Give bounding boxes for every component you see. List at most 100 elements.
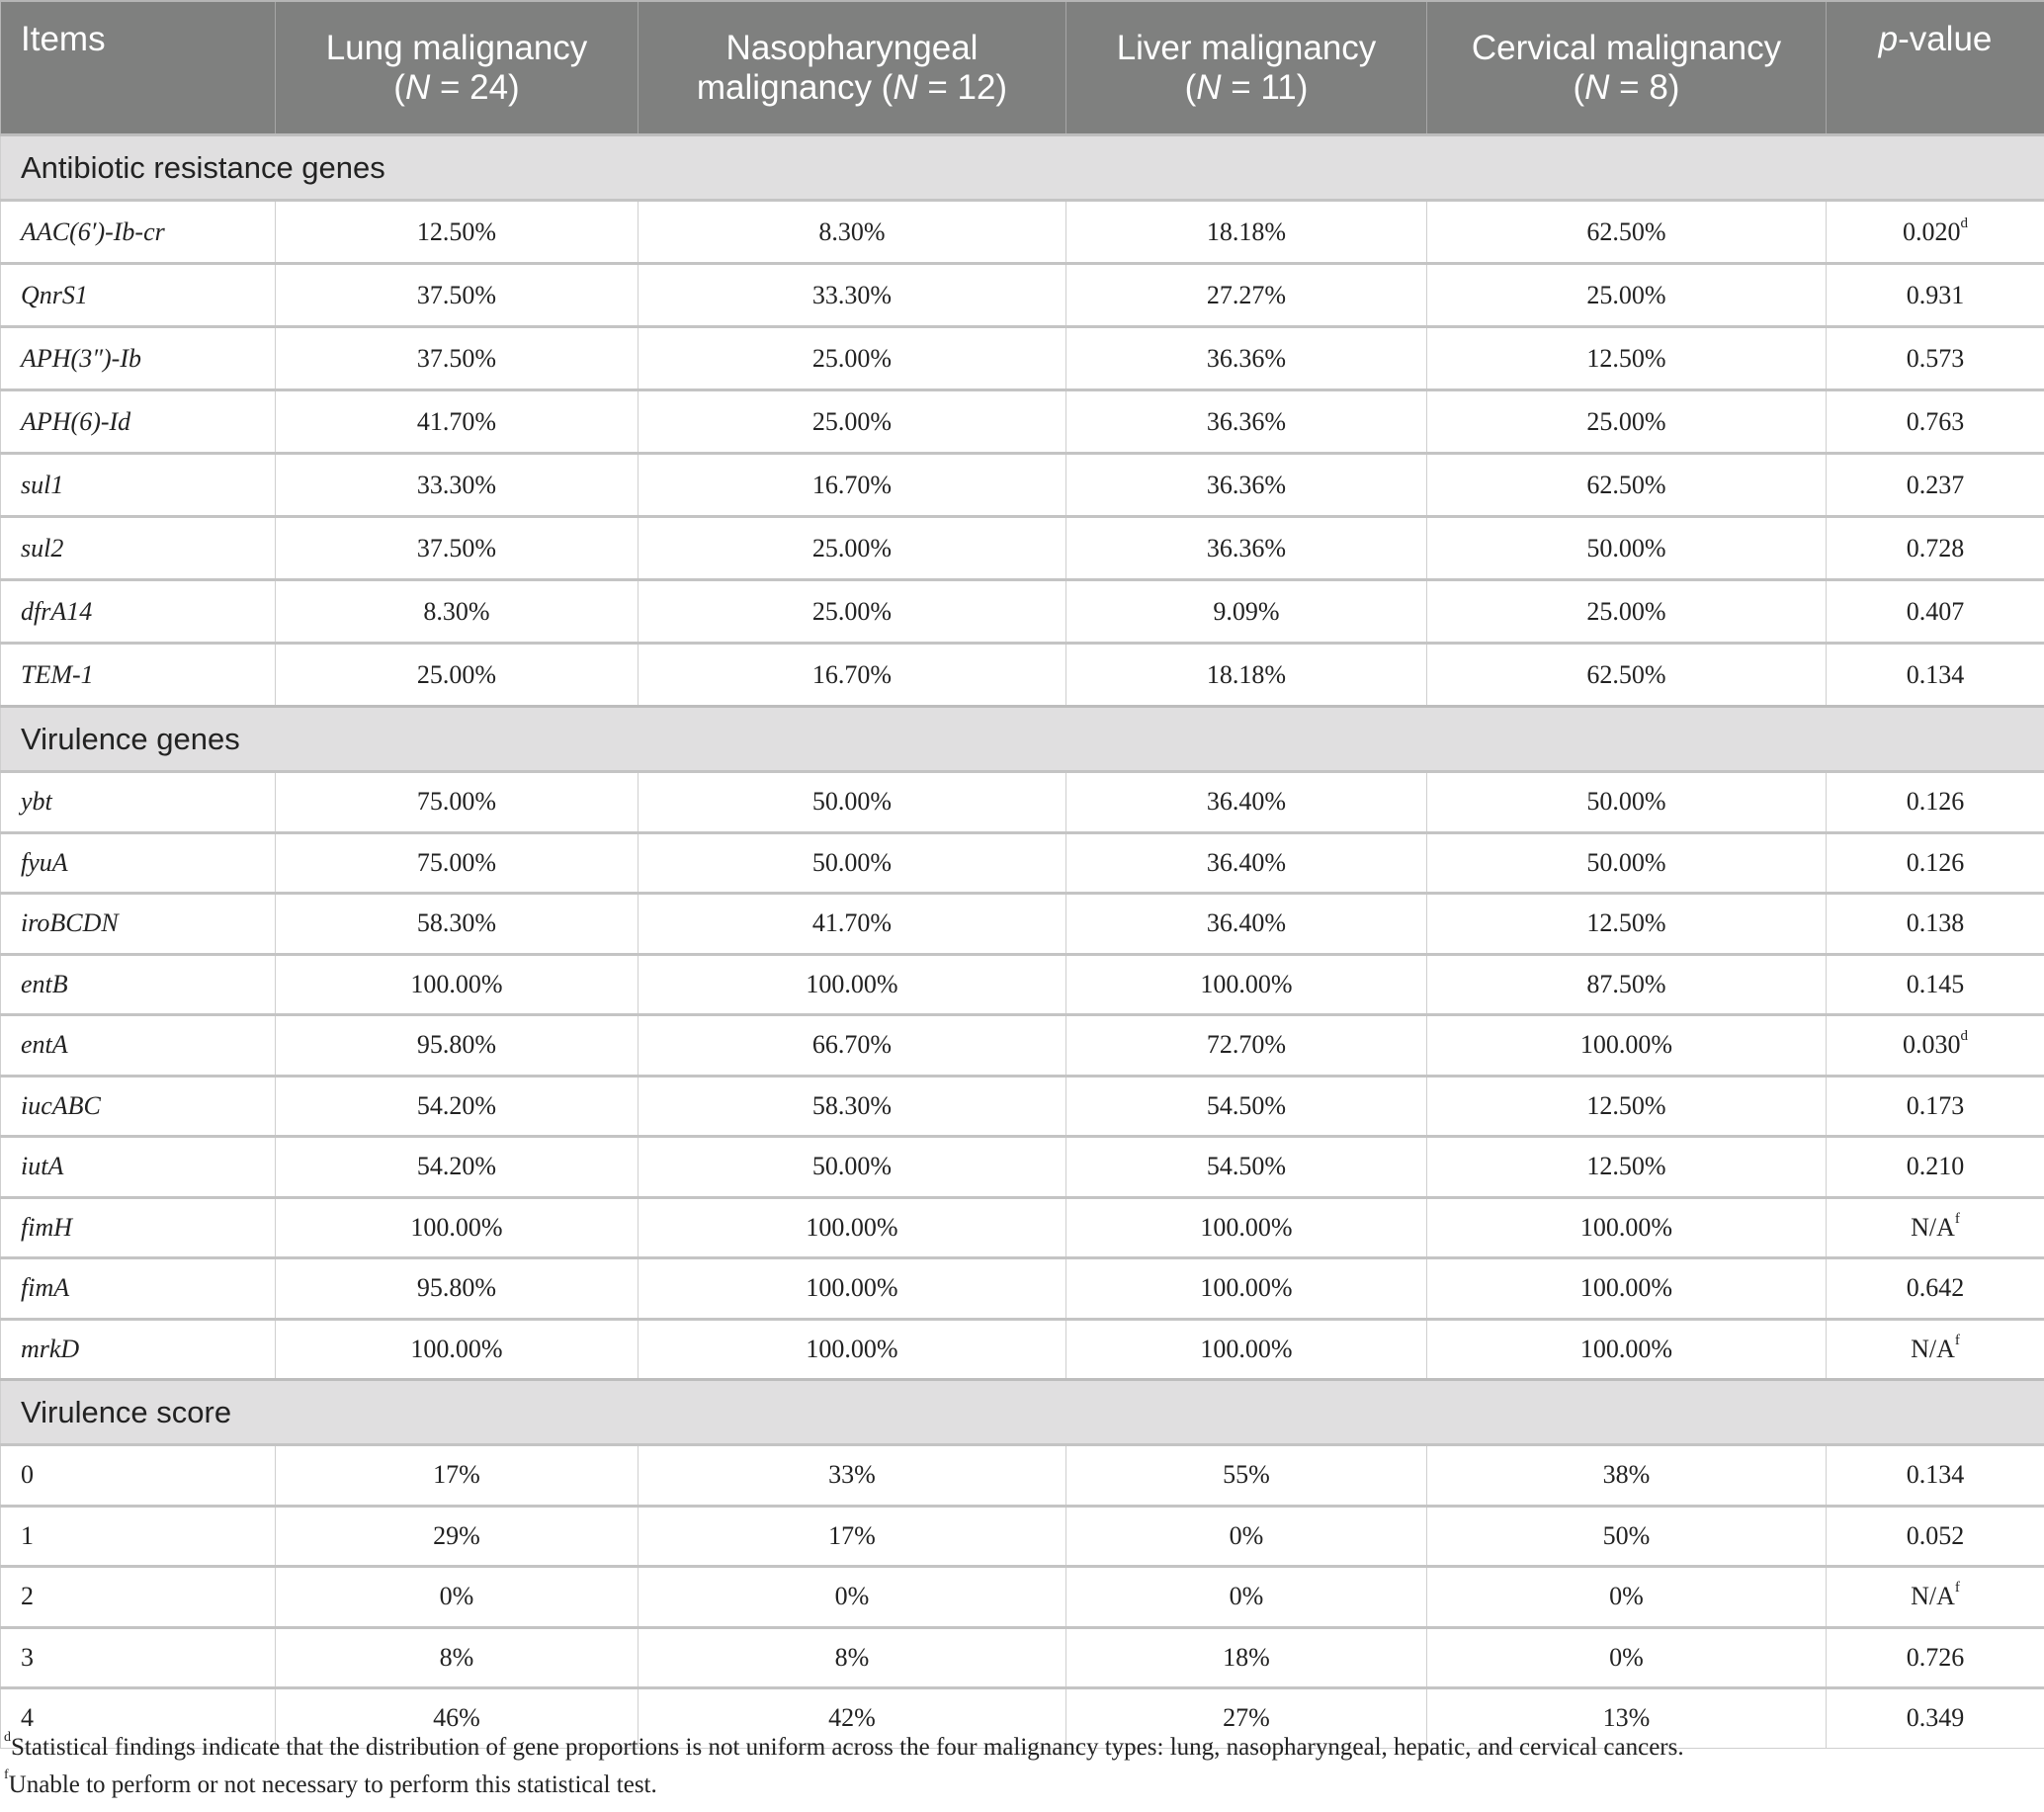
table-row: fimA 95.80% 100.00% 100.00% 100.00% 0.642 bbox=[0, 1256, 2044, 1320]
header-cervical-label: Cervical malignancy bbox=[1471, 28, 1782, 67]
value-cell: 100.00% bbox=[1426, 1317, 1827, 1380]
value-cell: 16.70% bbox=[638, 452, 1066, 517]
p-value: N/A bbox=[1911, 1212, 1955, 1242]
item-cell: 3 bbox=[0, 1625, 276, 1688]
value-cell: 12.50% bbox=[1426, 1074, 1827, 1137]
value-cell: 62.50% bbox=[1426, 642, 1827, 707]
value-cell: 72.70% bbox=[1065, 1013, 1427, 1077]
value-cell: 0% bbox=[1426, 1625, 1827, 1688]
footnote-mark: f bbox=[1954, 1332, 1960, 1348]
p-value: 0.931 bbox=[1906, 280, 1965, 309]
value-cell: 0% bbox=[638, 1565, 1066, 1628]
table-row: 3 8% 8% 18% 0% 0.726 bbox=[0, 1625, 2044, 1688]
value-cell: 18.18% bbox=[1065, 199, 1427, 264]
results-table: Items Lung malignancy (N = 24) Nasopharyn… bbox=[0, 0, 2044, 1749]
table-row: dfrA14 8.30% 25.00% 9.09% 25.00% 0.407 bbox=[0, 578, 2044, 644]
value-cell: 37.50% bbox=[275, 325, 639, 390]
value-cell: 12.50% bbox=[275, 199, 639, 264]
p-value: 0.030 bbox=[1903, 1030, 1961, 1060]
n-value: = 12) bbox=[917, 67, 1008, 107]
table-row: fyuA 75.00% 50.00% 36.40% 50.00% 0.126 bbox=[0, 830, 2044, 894]
value-cell: 37.50% bbox=[275, 262, 639, 327]
footnote-mark: f bbox=[4, 1768, 9, 1782]
p-value-cell: 0.726 bbox=[1826, 1625, 2044, 1688]
value-cell: 29% bbox=[275, 1504, 639, 1567]
p-value: 0.763 bbox=[1906, 406, 1965, 436]
p-value: 0.642 bbox=[1906, 1273, 1965, 1303]
n-value: = 24) bbox=[430, 67, 520, 107]
header-liver: Liver malignancy (N = 11) bbox=[1065, 0, 1427, 135]
value-cell: 13% bbox=[1426, 1686, 1827, 1749]
n-label: N bbox=[893, 67, 918, 107]
item-cell: QnrS1 bbox=[0, 262, 276, 327]
table-row: iutA 54.20% 50.00% 54.50% 12.50% 0.210 bbox=[0, 1135, 2044, 1198]
p-value-cell: 0.126 bbox=[1826, 770, 2044, 833]
value-cell: 36.40% bbox=[1065, 770, 1427, 833]
section-row: Virulence score bbox=[0, 1378, 2044, 1445]
footnote-mark: f bbox=[1954, 1210, 1960, 1227]
value-cell: 62.50% bbox=[1426, 452, 1827, 517]
header-items: Items bbox=[0, 0, 276, 135]
p-value: 0.145 bbox=[1906, 969, 1965, 998]
value-cell: 100.00% bbox=[1426, 1256, 1827, 1320]
table-row: 1 29% 17% 0% 50% 0.052 bbox=[0, 1504, 2044, 1567]
value-cell: 54.50% bbox=[1065, 1074, 1427, 1137]
value-cell: 100.00% bbox=[275, 952, 639, 1015]
item-cell: APH(6)-Id bbox=[0, 388, 276, 454]
table-row: AAC(6′)-Ib-cr 12.50% 8.30% 18.18% 62.50% 0.02… bbox=[0, 199, 2044, 264]
item-cell: iroBCDN bbox=[0, 892, 276, 955]
header-lung-label: Lung malignancy bbox=[325, 28, 588, 67]
table-row: fimH 100.00% 100.00% 100.00% 100.00% N/Af bbox=[0, 1195, 2044, 1258]
item-cell: entA bbox=[0, 1013, 276, 1077]
table-row: QnrS1 37.50% 33.30% 27.27% 25.00% 0.931 bbox=[0, 262, 2044, 327]
footnote-d: dStatistical findings indicate that the … bbox=[4, 1730, 1684, 1762]
p-value: 0.728 bbox=[1906, 533, 1965, 562]
value-cell: 55% bbox=[1065, 1443, 1427, 1507]
value-cell: 36.40% bbox=[1065, 830, 1427, 894]
table-row: sul2 37.50% 25.00% 36.36% 50.00% 0.728 bbox=[0, 515, 2044, 580]
value-cell: 27% bbox=[1065, 1686, 1427, 1749]
item-cell: sul2 bbox=[0, 515, 276, 580]
n-label: N bbox=[404, 67, 431, 107]
value-cell: 33% bbox=[638, 1443, 1066, 1507]
p-value-cell: 0.573 bbox=[1826, 325, 2044, 390]
p-value: N/A bbox=[1911, 1582, 1955, 1611]
section-title: Antibiotic resistance genes bbox=[0, 133, 2044, 201]
p-value-cell: 0.173 bbox=[1826, 1074, 2044, 1137]
value-cell: 33.30% bbox=[638, 262, 1066, 327]
section-title: Virulence genes bbox=[0, 705, 2044, 772]
value-cell: 100.00% bbox=[638, 1317, 1066, 1380]
p-value: 0.407 bbox=[1906, 596, 1965, 626]
value-cell: 50.00% bbox=[638, 1135, 1066, 1198]
value-cell: 12.50% bbox=[1426, 325, 1827, 390]
value-cell: 100.00% bbox=[638, 1195, 1066, 1258]
item-cell: entB bbox=[0, 952, 276, 1015]
footnote-mark: d bbox=[4, 1730, 11, 1745]
p-value-cell: N/Af bbox=[1826, 1565, 2044, 1628]
header-liver-label: Liver malignancy bbox=[1116, 28, 1377, 67]
p-label: p bbox=[1878, 20, 1899, 58]
value-cell: 66.70% bbox=[638, 1013, 1066, 1077]
value-cell: 36.40% bbox=[1065, 892, 1427, 955]
p-value-cell: 0.237 bbox=[1826, 452, 2044, 517]
value-cell: 9.09% bbox=[1065, 578, 1427, 644]
p-label-rest: -value bbox=[1898, 20, 1993, 58]
value-cell: 100.00% bbox=[1426, 1013, 1827, 1077]
value-cell: 100.00% bbox=[275, 1195, 639, 1258]
item-cell: mrkD bbox=[0, 1317, 276, 1380]
p-value: 0.134 bbox=[1906, 659, 1965, 689]
value-cell: 8% bbox=[275, 1625, 639, 1688]
item-cell: dfrA14 bbox=[0, 578, 276, 644]
value-cell: 100.00% bbox=[638, 952, 1066, 1015]
value-cell: 25.00% bbox=[275, 642, 639, 707]
section-title: Virulence score bbox=[0, 1378, 2044, 1445]
item-cell: fimA bbox=[0, 1256, 276, 1320]
value-cell: 100.00% bbox=[1426, 1195, 1827, 1258]
p-value: 0.020 bbox=[1903, 216, 1961, 246]
value-cell: 37.50% bbox=[275, 515, 639, 580]
value-cell: 38% bbox=[1426, 1443, 1827, 1507]
value-cell: 12.50% bbox=[1426, 1135, 1827, 1198]
p-value-cell: 0.030d bbox=[1826, 1013, 2044, 1077]
n-label: N bbox=[1584, 67, 1610, 107]
table-row: sul1 33.30% 16.70% 36.36% 62.50% 0.237 bbox=[0, 452, 2044, 517]
